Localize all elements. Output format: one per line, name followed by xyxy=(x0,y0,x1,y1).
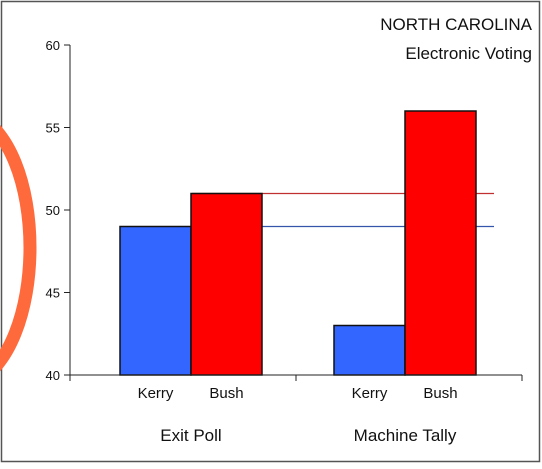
y-tick-label: 55 xyxy=(46,121,60,136)
bar-machine-tally-bush xyxy=(404,110,477,376)
category-label: Kerry xyxy=(352,385,388,402)
bar-exit-poll-kerry xyxy=(119,225,192,376)
y-tick-label: 60 xyxy=(46,38,60,53)
orange-circle-annotation xyxy=(0,125,37,371)
y-tick-label: 40 xyxy=(46,368,60,383)
bar-exit-poll-bush xyxy=(190,192,263,376)
group-label: Exit Poll xyxy=(160,426,221,445)
category-label: Kerry xyxy=(138,385,174,402)
chart-title-line-1: NORTH CAROLINA xyxy=(380,15,532,34)
y-tick-label: 50 xyxy=(46,203,60,218)
group-label: Machine Tally xyxy=(354,426,457,445)
category-label: Bush xyxy=(423,385,457,402)
y-tick-label: 45 xyxy=(46,286,60,301)
category-label: Bush xyxy=(209,385,243,402)
bar-machine-tally-kerry xyxy=(333,324,406,376)
chart-title-line-2: Electronic Voting xyxy=(405,44,532,63)
